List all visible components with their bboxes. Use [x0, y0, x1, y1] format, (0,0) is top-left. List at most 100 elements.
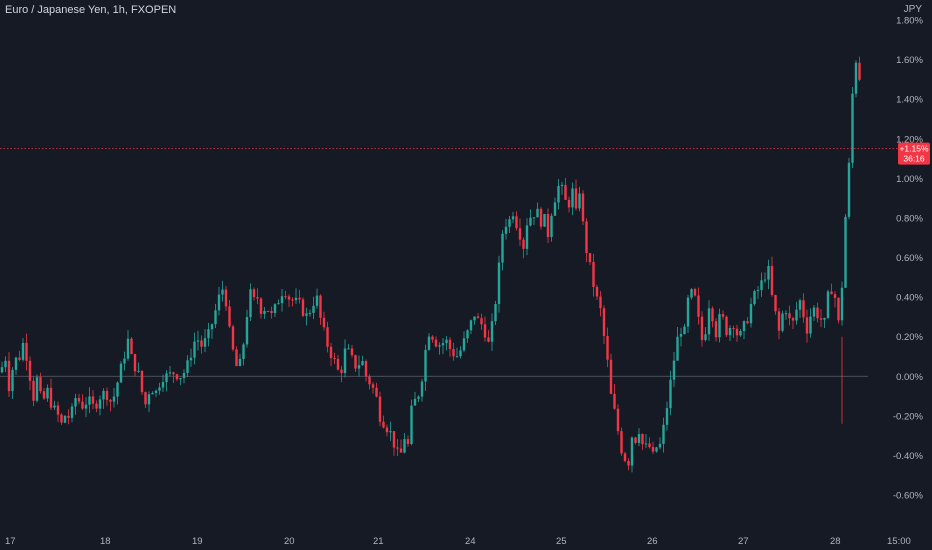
candle-body — [476, 316, 480, 319]
candle-body — [567, 199, 571, 208]
candle-body — [483, 324, 487, 338]
x-tick-label: 18 — [100, 536, 111, 547]
symbol-title[interactable]: Euro / Japanese Yen, 1h, FXOPEN — [5, 4, 177, 16]
candle-body — [46, 387, 49, 399]
candle-body — [123, 358, 126, 364]
candle-body — [462, 338, 466, 351]
y-tick-label: 1.20% — [896, 134, 923, 145]
candle-body — [735, 328, 739, 336]
candle-body — [441, 343, 445, 346]
candle-body — [284, 296, 287, 298]
candle-body — [333, 357, 336, 359]
candle-body — [469, 320, 473, 331]
countdown-label: 36:16 — [903, 154, 925, 164]
candle-body — [259, 298, 263, 314]
price-badge: +1.15%36:16 — [898, 142, 930, 165]
y-tick-label: -0.60% — [893, 491, 924, 502]
candle-body — [588, 253, 592, 263]
time-axis[interactable]: 17 18 19 20 21 24 25 26 27 28 15:00 — [5, 536, 911, 547]
candle-body — [529, 217, 532, 226]
candle-body — [322, 317, 326, 328]
candle-body — [679, 334, 683, 337]
candle-body — [732, 327, 735, 329]
candle-body — [70, 406, 74, 418]
candle-body — [585, 221, 588, 254]
candle-body — [28, 360, 32, 381]
y-tick-label: 1.60% — [896, 55, 923, 66]
candle-body — [714, 321, 718, 338]
candle-body — [214, 310, 217, 325]
candle-body — [616, 408, 620, 432]
candle-body — [595, 286, 599, 297]
candle-body — [7, 360, 11, 392]
candle-body — [844, 216, 847, 288]
candle-body — [193, 341, 196, 358]
candle-body — [203, 338, 207, 347]
candle-body — [543, 213, 546, 227]
x-tick-label: 19 — [192, 536, 203, 547]
candle-body — [305, 313, 308, 316]
candle-body — [452, 348, 455, 357]
candle-body — [39, 377, 42, 392]
candle-body — [690, 289, 693, 298]
candle-body — [658, 443, 662, 448]
candle-body — [427, 336, 431, 350]
y-tick-label: 0.80% — [896, 213, 923, 224]
candle-body — [753, 291, 756, 305]
candle-body — [266, 310, 270, 312]
y-tick-label: 1.00% — [896, 174, 923, 185]
candle-body — [298, 297, 301, 300]
candle-body — [273, 304, 277, 314]
candle-body — [249, 289, 252, 318]
candle-body — [417, 396, 420, 399]
price-axis[interactable]: 1.80% 1.60% 1.40% 1.20% 1.00% 0.80% 0.60% 0.40%… — [893, 16, 924, 502]
candle-body — [739, 330, 742, 336]
candle-body — [504, 226, 508, 234]
candle-body — [837, 297, 840, 321]
candle-body — [77, 398, 81, 402]
candle-body — [704, 334, 707, 340]
candle-body — [676, 336, 679, 361]
candle-body — [189, 357, 193, 361]
candle-body — [326, 327, 329, 347]
candle-body — [627, 460, 630, 466]
candle-body — [4, 360, 7, 368]
candle-body — [371, 384, 375, 388]
candle-body — [158, 387, 161, 391]
candle-body — [854, 62, 858, 94]
candle-body — [301, 299, 305, 316]
candle-body — [494, 304, 497, 322]
candle-body — [812, 307, 816, 317]
candle-body — [819, 318, 823, 320]
candle-body — [581, 193, 585, 222]
candle-body — [238, 358, 242, 367]
candle-body — [515, 216, 518, 229]
candle-body — [802, 300, 805, 318]
candle-body — [518, 228, 522, 240]
candle-body — [672, 360, 676, 380]
candle-body — [686, 297, 690, 327]
candle-body — [224, 289, 228, 307]
candle-body — [252, 289, 256, 298]
candle-body — [539, 208, 543, 227]
candle-body — [147, 394, 151, 405]
candle-body — [186, 360, 189, 374]
candle-body — [805, 317, 809, 334]
candle-body — [14, 357, 18, 370]
candle-body — [200, 340, 203, 347]
candle-body — [336, 358, 340, 370]
x-tick-label: 17 — [5, 536, 16, 547]
candle-body — [116, 382, 119, 397]
candle-body — [312, 305, 315, 313]
candlestick-series — [0, 56, 861, 473]
candle-body — [434, 339, 438, 347]
candle-body — [385, 427, 389, 433]
candle-body — [445, 339, 448, 344]
x-tick-label: 21 — [373, 536, 384, 547]
candle-body — [525, 225, 529, 249]
candle-body — [357, 365, 361, 369]
y-tick-label: 0.00% — [896, 372, 923, 383]
candle-body — [347, 348, 350, 350]
